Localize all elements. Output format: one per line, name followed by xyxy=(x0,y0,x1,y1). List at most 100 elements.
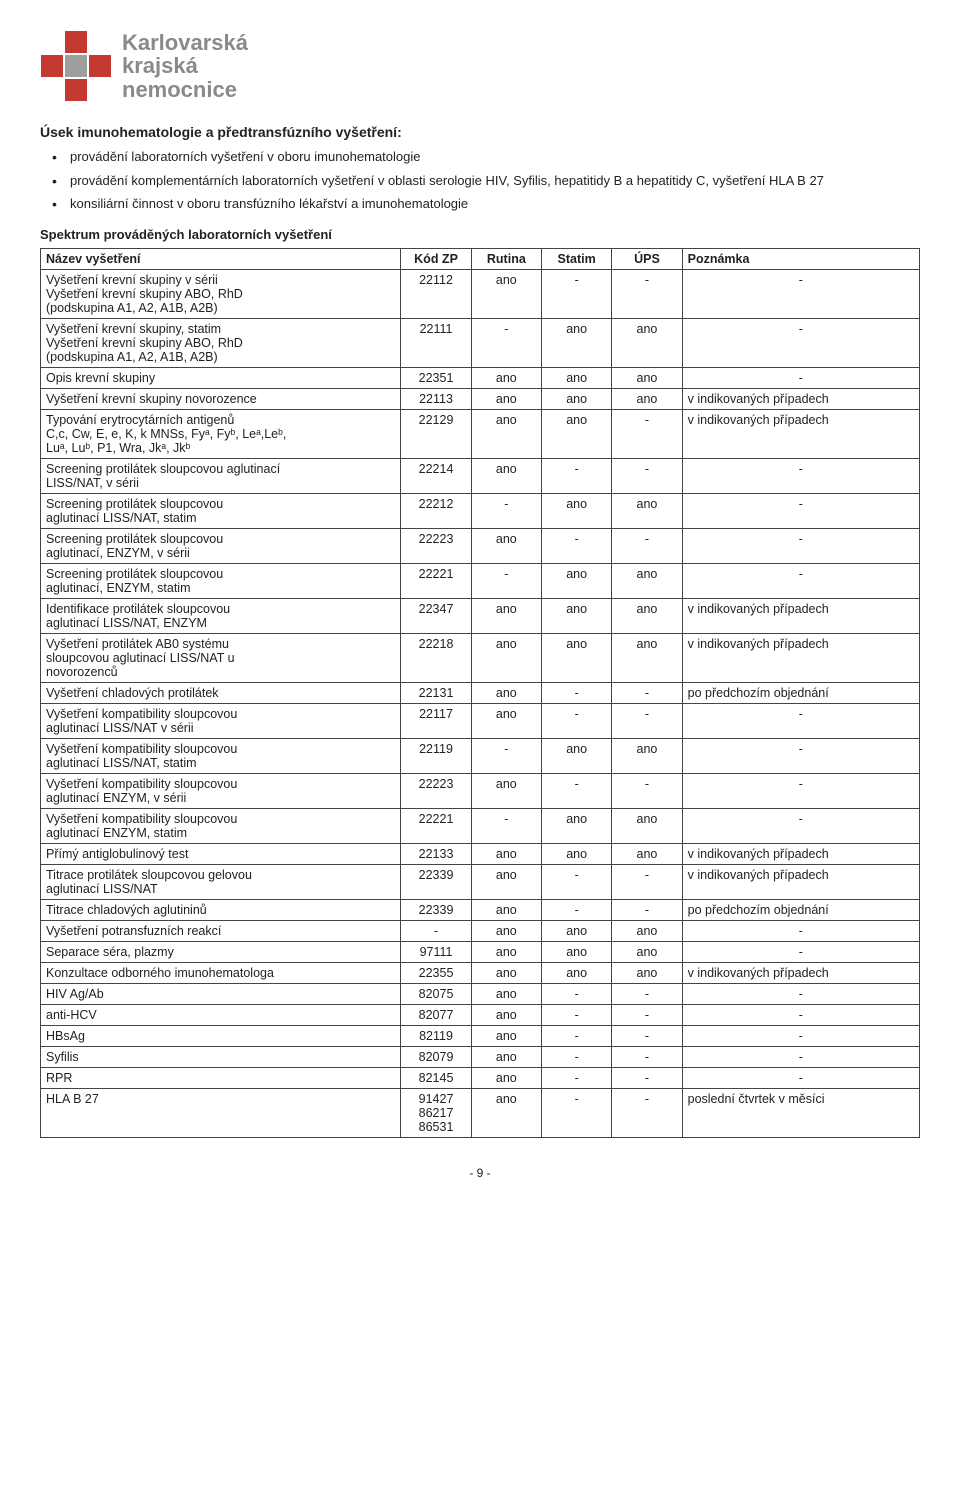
table-cell: ano xyxy=(542,633,612,682)
table-cell: ano xyxy=(612,941,682,962)
table-cell: Konzultace odborného imunohematologa xyxy=(41,962,401,983)
table-cell: ano xyxy=(612,633,682,682)
table-cell: Titrace chladových aglutininů xyxy=(41,899,401,920)
table-row: Vyšetření chladových protilátek22131ano-… xyxy=(41,682,920,703)
table-row: anti-HCV82077ano--- xyxy=(41,1004,920,1025)
table-cell: v indikovaných případech xyxy=(682,962,919,983)
table-cell: Syfilis xyxy=(41,1046,401,1067)
table-cell: - xyxy=(542,1067,612,1088)
table-cell: 22355 xyxy=(401,962,471,983)
table-cell: - xyxy=(612,899,682,920)
table-cell: - xyxy=(682,458,919,493)
table-cell: - xyxy=(471,738,541,773)
table-cell: anti-HCV xyxy=(41,1004,401,1025)
table-row: Typování erytrocytárních antigenůC,c, Cw… xyxy=(41,409,920,458)
table-cell: Titrace protilátek sloupcovou gelovouagl… xyxy=(41,864,401,899)
table-cell: - xyxy=(542,528,612,563)
table-cell: ano xyxy=(471,633,541,682)
table-cell: ano xyxy=(471,864,541,899)
table-cell: ano xyxy=(612,808,682,843)
table-cell: po předchozím objednání xyxy=(682,682,919,703)
table-cell: 82119 xyxy=(401,1025,471,1046)
logo-mark xyxy=(40,30,112,102)
table-cell: ano xyxy=(542,409,612,458)
list-item: provádění laboratorních vyšetření v obor… xyxy=(52,148,920,166)
table-cell: Vyšetření chladových protilátek xyxy=(41,682,401,703)
table-cell: - xyxy=(682,1004,919,1025)
table-row: Screening protilátek sloupcovouaglutinac… xyxy=(41,528,920,563)
table-cell: - xyxy=(612,1004,682,1025)
table-row: HBsAg82119ano--- xyxy=(41,1025,920,1046)
list-item: konsiliární činnost v oboru transfúzního… xyxy=(52,195,920,213)
table-cell: Opis krevní skupiny xyxy=(41,367,401,388)
table-cell: 22347 xyxy=(401,598,471,633)
table-cell: 22218 xyxy=(401,633,471,682)
table-cell: ano xyxy=(471,528,541,563)
table-cell: ano xyxy=(612,738,682,773)
table-cell: - xyxy=(542,1046,612,1067)
table-cell: - xyxy=(682,941,919,962)
table-cell: ano xyxy=(542,367,612,388)
table-cell: 22221 xyxy=(401,808,471,843)
table-cell: poslední čtvrtek v měsíci xyxy=(682,1088,919,1137)
table-cell: 82077 xyxy=(401,1004,471,1025)
table-cell: ano xyxy=(612,598,682,633)
table-cell: ano xyxy=(471,1025,541,1046)
table-cell: - xyxy=(612,1046,682,1067)
table-cell: ano xyxy=(542,808,612,843)
table-cell: Vyšetření krevní skupiny v sériiVyšetřen… xyxy=(41,269,401,318)
table-cell: 22117 xyxy=(401,703,471,738)
table-cell: - xyxy=(682,1025,919,1046)
table-cell: 914278621786531 xyxy=(401,1088,471,1137)
table-cell: - xyxy=(682,318,919,367)
table-cell: - xyxy=(542,1088,612,1137)
table-cell: ano xyxy=(612,920,682,941)
col-statim: Statim xyxy=(542,248,612,269)
table-cell: ano xyxy=(471,1088,541,1137)
table-cell: - xyxy=(682,493,919,528)
table-cell: ano xyxy=(542,493,612,528)
table-cell: ano xyxy=(612,493,682,528)
table-cell: - xyxy=(612,409,682,458)
table-cell: - xyxy=(542,682,612,703)
table-cell: ano xyxy=(471,1046,541,1067)
table-cell: ano xyxy=(471,598,541,633)
table-cell: ano xyxy=(471,682,541,703)
table-cell: ano xyxy=(471,388,541,409)
table-cell: 82079 xyxy=(401,1046,471,1067)
table-cell: - xyxy=(542,458,612,493)
table-cell: - xyxy=(682,738,919,773)
table-cell: - xyxy=(682,1046,919,1067)
logo-line2: krajská xyxy=(122,54,248,77)
col-kod: Kód ZP xyxy=(401,248,471,269)
table-row: Vyšetření krevní skupiny novorozence2211… xyxy=(41,388,920,409)
table-row: Titrace chladových aglutininů22339ano--p… xyxy=(41,899,920,920)
table-cell: po předchozím objednání xyxy=(682,899,919,920)
table-cell: Separace séra, plazmy xyxy=(41,941,401,962)
table-cell: 22339 xyxy=(401,864,471,899)
table-cell: Vyšetření krevní skupiny, statimVyšetřen… xyxy=(41,318,401,367)
table-cell: Vyšetření kompatibility sloupcovouagluti… xyxy=(41,703,401,738)
table-cell: - xyxy=(542,773,612,808)
logo-line3: nemocnice xyxy=(122,78,248,101)
table-cell: v indikovaných případech xyxy=(682,598,919,633)
table-cell: ano xyxy=(471,703,541,738)
list-item: provádění komplementárních laboratorních… xyxy=(52,172,920,190)
table-cell: - xyxy=(542,899,612,920)
table-cell: ano xyxy=(542,598,612,633)
table-row: Screening protilátek sloupcovou aglutina… xyxy=(41,458,920,493)
section-heading: Úsek imunohematologie a předtransfúzního… xyxy=(40,124,920,140)
logo-text: Karlovarská krajská nemocnice xyxy=(122,31,248,100)
page-footer: - 9 - xyxy=(40,1166,920,1180)
table-cell: - xyxy=(471,318,541,367)
table-cell: Vyšetření potransfuzních reakcí xyxy=(41,920,401,941)
table-cell: Vyšetření kompatibility sloupcovouagluti… xyxy=(41,808,401,843)
table-cell: HBsAg xyxy=(41,1025,401,1046)
col-ups: ÚPS xyxy=(612,248,682,269)
table-cell: Vyšetření kompatibility sloupcovouagluti… xyxy=(41,738,401,773)
table-cell: - xyxy=(682,367,919,388)
table-cell: Screening protilátek sloupcovouaglutinac… xyxy=(41,528,401,563)
table-row: Vyšetření kompatibility sloupcovouagluti… xyxy=(41,808,920,843)
table-cell: 22129 xyxy=(401,409,471,458)
table-cell: - xyxy=(682,528,919,563)
